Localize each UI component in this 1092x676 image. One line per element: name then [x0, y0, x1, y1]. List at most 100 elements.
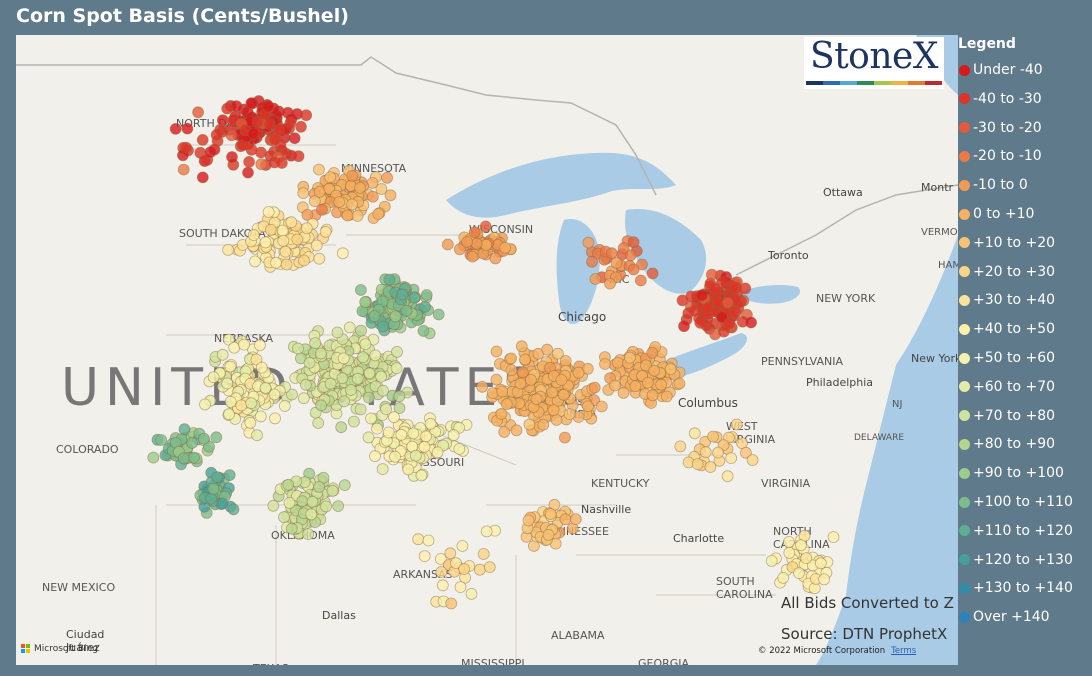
bid-point[interactable] — [242, 166, 254, 179]
bid-point[interactable] — [552, 347, 564, 360]
bid-point[interactable] — [569, 513, 582, 526]
bid-point[interactable] — [730, 281, 742, 294]
bid-point[interactable] — [530, 393, 543, 406]
bid-point[interactable] — [407, 427, 420, 440]
bid-point[interactable] — [355, 324, 367, 337]
bid-point[interactable] — [389, 310, 402, 323]
bid-point[interactable] — [777, 572, 790, 584]
bid-point[interactable] — [224, 395, 237, 408]
bid-point[interactable] — [301, 208, 314, 221]
bid-point[interactable] — [336, 247, 349, 260]
bid-point[interactable] — [259, 236, 272, 249]
bid-point[interactable] — [207, 371, 220, 384]
bid-point[interactable] — [818, 573, 830, 586]
bid-point[interactable] — [595, 400, 608, 413]
bid-point[interactable] — [366, 190, 379, 203]
bid-point[interactable] — [537, 418, 550, 431]
bid-point[interactable] — [222, 243, 235, 256]
bid-point[interactable] — [371, 422, 383, 435]
bid-point[interactable] — [725, 452, 738, 465]
bid-point[interactable] — [255, 158, 268, 171]
bid-point[interactable] — [461, 236, 474, 248]
bid-point[interactable] — [557, 388, 570, 401]
bid-point[interactable] — [559, 431, 571, 444]
bid-point[interactable] — [251, 115, 264, 128]
bid-point[interactable] — [424, 417, 437, 430]
bid-point[interactable] — [688, 427, 701, 440]
bid-point[interactable] — [723, 317, 736, 330]
bid-point[interactable] — [745, 316, 757, 329]
bid-point[interactable] — [721, 296, 734, 309]
bid-point[interactable] — [617, 386, 630, 399]
bid-point[interactable] — [244, 416, 257, 429]
bid-point[interactable] — [312, 163, 325, 176]
bid-point[interactable] — [262, 100, 275, 113]
bid-point[interactable] — [660, 390, 673, 403]
bid-point[interactable] — [814, 557, 827, 570]
bid-point[interactable] — [605, 247, 618, 260]
bid-point[interactable] — [278, 511, 290, 524]
bid-point[interactable] — [255, 361, 268, 374]
bid-point[interactable] — [351, 210, 364, 222]
bid-point[interactable] — [300, 109, 313, 122]
bid-point[interactable] — [393, 402, 406, 415]
bid-point[interactable] — [505, 364, 518, 377]
bid-point[interactable] — [383, 273, 396, 286]
bid-point[interactable] — [147, 451, 160, 464]
bid-point[interactable] — [224, 360, 237, 373]
bid-point[interactable] — [205, 492, 218, 505]
bid-point[interactable] — [516, 366, 529, 379]
bid-point[interactable] — [177, 163, 190, 176]
bid-point[interactable] — [483, 561, 496, 573]
bid-point[interactable] — [450, 557, 462, 569]
bid-point[interactable] — [453, 243, 466, 256]
bid-point[interactable] — [247, 127, 260, 140]
bid-point[interactable] — [292, 342, 304, 355]
bid-point[interactable] — [468, 226, 481, 239]
bid-point[interactable] — [514, 377, 527, 390]
bid-point[interactable] — [456, 540, 469, 552]
bid-point[interactable] — [422, 534, 435, 547]
bid-point[interactable] — [664, 363, 677, 376]
bid-point[interactable] — [466, 250, 479, 263]
bid-point[interactable] — [420, 289, 433, 301]
bid-point[interactable] — [624, 249, 637, 262]
bid-point[interactable] — [458, 563, 471, 575]
bid-point[interactable] — [262, 206, 275, 218]
bid-point[interactable] — [436, 579, 449, 592]
bid-point[interactable] — [559, 355, 572, 367]
bid-point[interactable] — [326, 484, 339, 497]
bid-point[interactable] — [309, 337, 322, 350]
bid-point[interactable] — [227, 503, 240, 516]
bid-point[interactable] — [178, 423, 191, 436]
bid-point[interactable] — [297, 392, 310, 405]
bid-point[interactable] — [251, 429, 263, 442]
bid-point[interactable] — [400, 304, 413, 317]
bid-point[interactable] — [316, 203, 328, 216]
bid-point[interactable] — [396, 288, 409, 301]
bid-point[interactable] — [369, 450, 381, 463]
bid-point[interactable] — [291, 233, 304, 246]
bid-point[interactable] — [783, 547, 796, 559]
bid-point[interactable] — [721, 470, 734, 483]
bid-point[interactable] — [223, 408, 236, 421]
bid-point[interactable] — [302, 528, 315, 541]
bid-point[interactable] — [296, 495, 309, 508]
bid-point[interactable] — [222, 333, 235, 346]
bid-point[interactable] — [354, 181, 366, 194]
bid-point[interactable] — [419, 300, 431, 313]
bid-point[interactable] — [268, 388, 281, 401]
bid-point[interactable] — [313, 252, 326, 265]
bid-point[interactable] — [409, 449, 422, 462]
bid-point[interactable] — [505, 352, 518, 365]
bid-point[interactable] — [354, 403, 367, 416]
bid-point[interactable] — [280, 258, 293, 271]
bid-point[interactable] — [363, 367, 376, 380]
bid-point[interactable] — [376, 320, 389, 333]
bid-point[interactable] — [477, 548, 490, 560]
bid-point[interactable] — [445, 597, 458, 610]
bid-point[interactable] — [313, 185, 326, 198]
bid-point[interactable] — [393, 390, 406, 403]
microsoft-logo[interactable]: Microsoft Bing — [21, 644, 98, 654]
